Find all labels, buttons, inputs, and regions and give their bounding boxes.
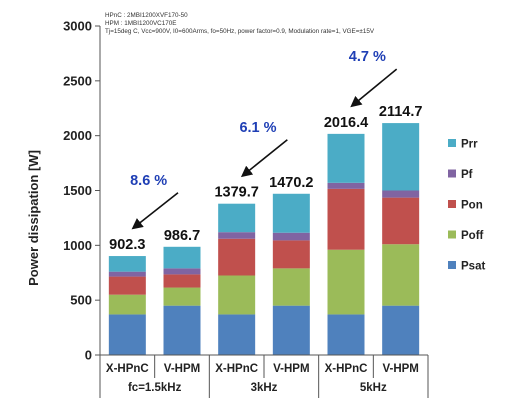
reduction-percent: 6.1 % <box>239 120 276 136</box>
total-labels: 902.3 986.7 1379.7 1470.2 2016.4 2114.7 <box>109 104 422 253</box>
bar-segment-prr <box>327 133 365 183</box>
total-label: 1470.2 <box>269 175 313 191</box>
bar-segment-poff <box>218 275 256 315</box>
bar-segment-pon <box>327 188 365 250</box>
y-tick-label: 500 <box>70 293 92 308</box>
bars <box>108 123 420 355</box>
bar-segment-pon <box>163 274 201 288</box>
bar-segment-psat <box>218 314 256 355</box>
bar-segment-pon <box>218 238 256 276</box>
bar-segment-psat <box>108 314 146 355</box>
legend-label: Poff <box>461 230 484 242</box>
reduction-arrow <box>350 68 398 108</box>
test-conditions: HPnC : 2MBI1200XVF170-50 HPM : 1MBI1200V… <box>105 12 375 35</box>
bar-segment-psat <box>163 305 201 355</box>
bar-segment-pon <box>272 240 310 269</box>
reduction-arrow <box>131 192 179 230</box>
legend-label: Psat <box>461 261 485 273</box>
total-label: 902.3 <box>109 237 145 253</box>
y-tick-label: 1000 <box>63 238 92 253</box>
bar-segment-poff <box>163 287 201 306</box>
y-axis-label: Power dissipation [W] <box>26 150 41 286</box>
legend: Prr Pf Pon Poff Psat <box>448 139 485 273</box>
bar-segment-psat <box>382 305 420 355</box>
bar-segment-psat <box>327 314 365 355</box>
reduction-arrow <box>240 139 288 178</box>
bar-segment-prr <box>272 193 310 233</box>
bar-segment-poff <box>272 268 310 306</box>
total-label: 986.7 <box>164 228 200 244</box>
legend-label: Pf <box>461 169 473 181</box>
legend-label: Pon <box>461 200 483 212</box>
legend-label: Prr <box>461 139 478 151</box>
category-label: X-HPnC <box>215 363 258 375</box>
bar-segment-pf <box>272 232 310 241</box>
condition-line: HPM : 1MBI1200VC170E <box>105 20 176 27</box>
group-label: 3kHz <box>251 382 278 394</box>
legend-swatch-poff <box>448 230 456 239</box>
category-label: V-HPM <box>164 363 200 375</box>
reduction-percent: 8.6 % <box>130 173 167 189</box>
category-label: X-HPnC <box>325 363 368 375</box>
reduction-arrows: 8.6 % 6.1 % 4.7 % <box>130 49 398 230</box>
bar-segment-pf <box>108 271 146 277</box>
legend-swatch-psat <box>448 261 456 269</box>
reduction-percent: 4.7 % <box>349 49 386 65</box>
group-label: 5kHz <box>360 382 387 394</box>
condition-line: Tj=15deg C, Vcc=900V, I0=600Arms, fo=50H… <box>105 28 375 35</box>
bar-segment-pf <box>218 232 256 239</box>
y-axis-ticks: 0 500 1000 1500 2000 2500 3000 <box>63 19 100 363</box>
total-label: 1379.7 <box>214 185 258 201</box>
y-tick-label: 2500 <box>63 73 92 88</box>
bar-segment-prr <box>108 256 146 272</box>
bar-segment-pon <box>108 276 146 295</box>
bar-segment-pf <box>327 182 365 189</box>
bar-segment-poff <box>382 244 420 306</box>
bar-segment-prr <box>382 123 420 191</box>
category-label: V-HPM <box>382 363 418 375</box>
bar-segment-poff <box>108 294 146 315</box>
category-label: X-HPnC <box>106 363 149 375</box>
bar-segment-prr <box>163 246 201 269</box>
total-label: 2016.4 <box>324 115 368 131</box>
y-tick-label: 2000 <box>63 128 92 143</box>
axes <box>99 26 429 398</box>
bar-segment-psat <box>272 305 310 355</box>
bar-segment-prr <box>218 203 256 233</box>
y-tick-label: 1500 <box>63 183 92 198</box>
x-axis-labels: X-HPnC V-HPM X-HPnC V-HPM X-HPnC V-HPM fc=1.5k… <box>106 363 419 394</box>
category-label: V-HPM <box>273 363 309 375</box>
bar-segment-pon <box>382 197 420 245</box>
bar-segment-pf <box>382 190 420 198</box>
condition-line: HPnC : 2MBI1200XVF170-50 <box>105 12 188 19</box>
legend-swatch-pon <box>448 200 456 208</box>
y-tick-label: 3000 <box>63 19 92 34</box>
total-label: 2114.7 <box>379 104 423 120</box>
bar-segment-pf <box>163 268 201 275</box>
legend-swatch-prr <box>448 139 456 147</box>
legend-swatch-pf <box>448 169 456 178</box>
y-tick-label: 0 <box>85 348 92 363</box>
group-label: fc=1.5kHz <box>128 382 182 394</box>
bar-segment-poff <box>327 249 365 315</box>
